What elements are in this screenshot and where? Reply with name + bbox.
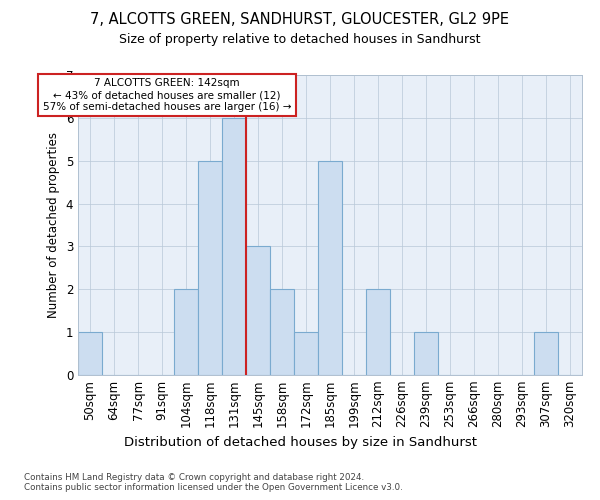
Bar [534, 332, 558, 375]
Text: 7, ALCOTTS GREEN, SANDHURST, GLOUCESTER, GL2 9PE: 7, ALCOTTS GREEN, SANDHURST, GLOUCESTER,… [91, 12, 509, 28]
Bar [366, 290, 390, 375]
Bar [78, 332, 102, 375]
Y-axis label: Number of detached properties: Number of detached properties [47, 132, 60, 318]
Bar [270, 290, 294, 375]
Text: Size of property relative to detached houses in Sandhurst: Size of property relative to detached ho… [119, 32, 481, 46]
Text: Distribution of detached houses by size in Sandhurst: Distribution of detached houses by size … [124, 436, 476, 449]
Bar [246, 246, 270, 375]
Bar [222, 118, 246, 375]
Bar [294, 332, 318, 375]
Bar [198, 160, 222, 375]
Text: 7 ALCOTTS GREEN: 142sqm
← 43% of detached houses are smaller (12)
57% of semi-de: 7 ALCOTTS GREEN: 142sqm ← 43% of detache… [43, 78, 291, 112]
Bar [174, 290, 198, 375]
Bar [414, 332, 438, 375]
Bar [318, 160, 342, 375]
Text: Contains HM Land Registry data © Crown copyright and database right 2024.
Contai: Contains HM Land Registry data © Crown c… [24, 473, 403, 492]
